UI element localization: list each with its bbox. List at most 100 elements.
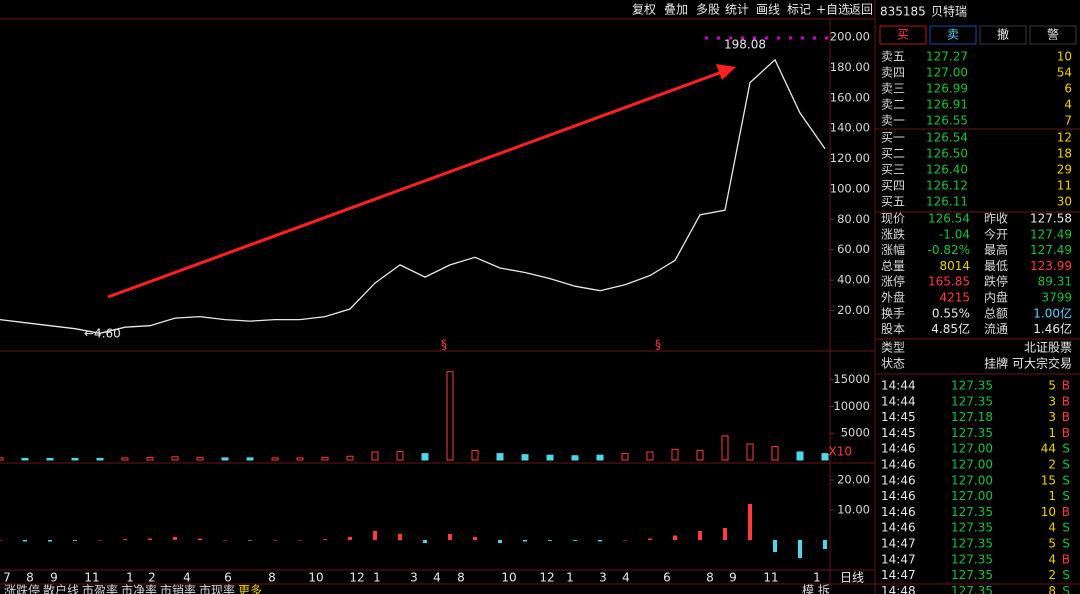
toolbar-button[interactable]: 叠加 — [664, 3, 688, 17]
volume-bar — [396, 450, 404, 461]
macd-bar — [23, 540, 27, 542]
tick-side: S — [1062, 473, 1070, 487]
toolbar-button[interactable]: 返回 — [849, 3, 873, 17]
order-price: 126.55 — [926, 114, 968, 128]
y-tick-label: 20.00 — [837, 303, 870, 317]
tick-time: 14:46 — [881, 458, 916, 472]
volume-bar — [746, 443, 754, 461]
bottom-tab[interactable]: 更多 — [238, 584, 262, 594]
tick-price: 127.35 — [951, 568, 993, 582]
bottom-tab[interactable]: 散户线 — [43, 583, 79, 594]
tick-time: 14:44 — [881, 394, 916, 408]
trade-button-bg[interactable] — [979, 25, 1027, 45]
tick-time: 14:48 — [881, 584, 916, 594]
tick-side: B — [1062, 552, 1070, 566]
stat-value: 1.00亿 — [1033, 305, 1072, 320]
y-tick-label: 200.00 — [830, 30, 870, 44]
stat-label: 现价 — [881, 212, 905, 226]
macd-bar — [73, 540, 77, 541]
bottom-tab[interactable]: 涨跌停 — [4, 583, 40, 594]
order-volume: 54 — [1057, 66, 1072, 80]
y-tick-label: 60.00 — [837, 242, 870, 256]
order-volume: 18 — [1057, 147, 1072, 161]
bottom-tab[interactable]: 市净率 — [121, 583, 157, 594]
trade-button[interactable]: 买 — [897, 28, 909, 42]
x-tick-label: 8 — [26, 571, 34, 585]
tick-price: 127.35 — [951, 537, 993, 551]
macd-bar — [673, 535, 677, 540]
macd-bar — [248, 540, 252, 541]
tick-side: B — [1062, 379, 1070, 393]
tick-side: S — [1062, 458, 1070, 472]
info-value: 挂牌 可大宗交易 — [984, 356, 1072, 371]
stat-value: 1.46亿 — [1033, 321, 1072, 336]
y-tick-label: 5000 — [841, 426, 870, 440]
tick-price: 127.35 — [951, 521, 993, 535]
tick-volume: 2 — [1048, 458, 1056, 472]
macd-bar — [123, 539, 127, 540]
x-tick-label: 4 — [183, 571, 191, 585]
bottom-tab[interactable]: 市盈率 — [82, 583, 118, 594]
volume-bar — [696, 449, 704, 461]
volume-bar — [496, 453, 504, 461]
order-price: 127.00 — [926, 66, 968, 80]
trade-button-bg[interactable] — [929, 25, 977, 45]
volume-bar — [321, 456, 329, 461]
order-price: 126.11 — [926, 195, 968, 209]
volume-bar — [446, 371, 454, 461]
y-tick-label: 140.00 — [830, 121, 870, 135]
x-tick-label: 1 — [566, 571, 574, 585]
macd-bar — [398, 534, 402, 540]
stat-value: 127.49 — [1030, 243, 1072, 257]
tick-side: S — [1062, 584, 1070, 594]
trade-button[interactable]: 卖 — [947, 28, 959, 42]
stock-code: 835185 — [880, 5, 926, 19]
toolbar-button[interactable]: 多股 — [696, 3, 720, 17]
toolbar-button[interactable]: 统计 — [725, 3, 749, 17]
bottom-tab[interactable]: 市销率 — [160, 583, 196, 594]
event-marker: § — [655, 338, 661, 352]
order-price: 126.12 — [926, 179, 968, 193]
stat-value: 123.99 — [1030, 259, 1072, 273]
trade-button[interactable]: 警 — [1047, 27, 1059, 42]
trade-button-bg[interactable] — [1029, 25, 1077, 45]
tick-price: 127.00 — [951, 489, 993, 503]
volume-unit: X10 — [829, 445, 853, 459]
toolbar-button[interactable]: 复权 — [632, 3, 656, 17]
macd-bar — [773, 540, 777, 552]
y-tick-label: 20.00 — [837, 473, 870, 487]
macd-bar — [48, 540, 52, 542]
macd-bar — [423, 540, 427, 543]
volume-bar — [771, 446, 779, 461]
stat-label: 最低 — [984, 259, 1008, 273]
y-tick-label: 180.00 — [830, 60, 870, 74]
x-tick-label: 9 — [50, 571, 58, 585]
volume-bar — [221, 457, 229, 461]
order-label: 卖三 — [881, 82, 905, 96]
macd-bar — [623, 540, 627, 541]
bottom-button[interactable]: 拆 — [818, 583, 830, 594]
toolbar-button[interactable]: +自选 — [816, 3, 850, 17]
trade-button[interactable]: 撤 — [997, 27, 1009, 42]
y-tick-label: 160.00 — [830, 90, 870, 104]
tick-volume: 3 — [1048, 394, 1056, 408]
trade-button-bg[interactable] — [879, 25, 927, 45]
y-tick-label: 100.00 — [830, 181, 870, 195]
stat-value: 89.31 — [1038, 275, 1072, 289]
volume-bar — [46, 457, 54, 461]
stat-value: 126.54 — [928, 212, 970, 226]
toolbar-button[interactable]: 画线 — [756, 3, 780, 17]
x-tick-label: 12 — [539, 571, 554, 585]
order-price: 126.54 — [926, 131, 968, 145]
tick-price: 127.35 — [951, 379, 993, 393]
bottom-tab[interactable]: 市现率 — [199, 583, 235, 594]
x-tick-label: 3 — [410, 571, 418, 585]
y-tick-label: 10000 — [833, 399, 870, 413]
macd-bar — [273, 540, 277, 541]
volume-bar — [271, 457, 279, 461]
stat-label: 股本 — [881, 322, 905, 336]
bottom-button[interactable]: 模 — [802, 584, 814, 594]
x-tick-label: 8 — [457, 571, 465, 585]
toolbar-button[interactable]: 标记 — [787, 3, 811, 17]
arrow-head — [716, 64, 736, 80]
